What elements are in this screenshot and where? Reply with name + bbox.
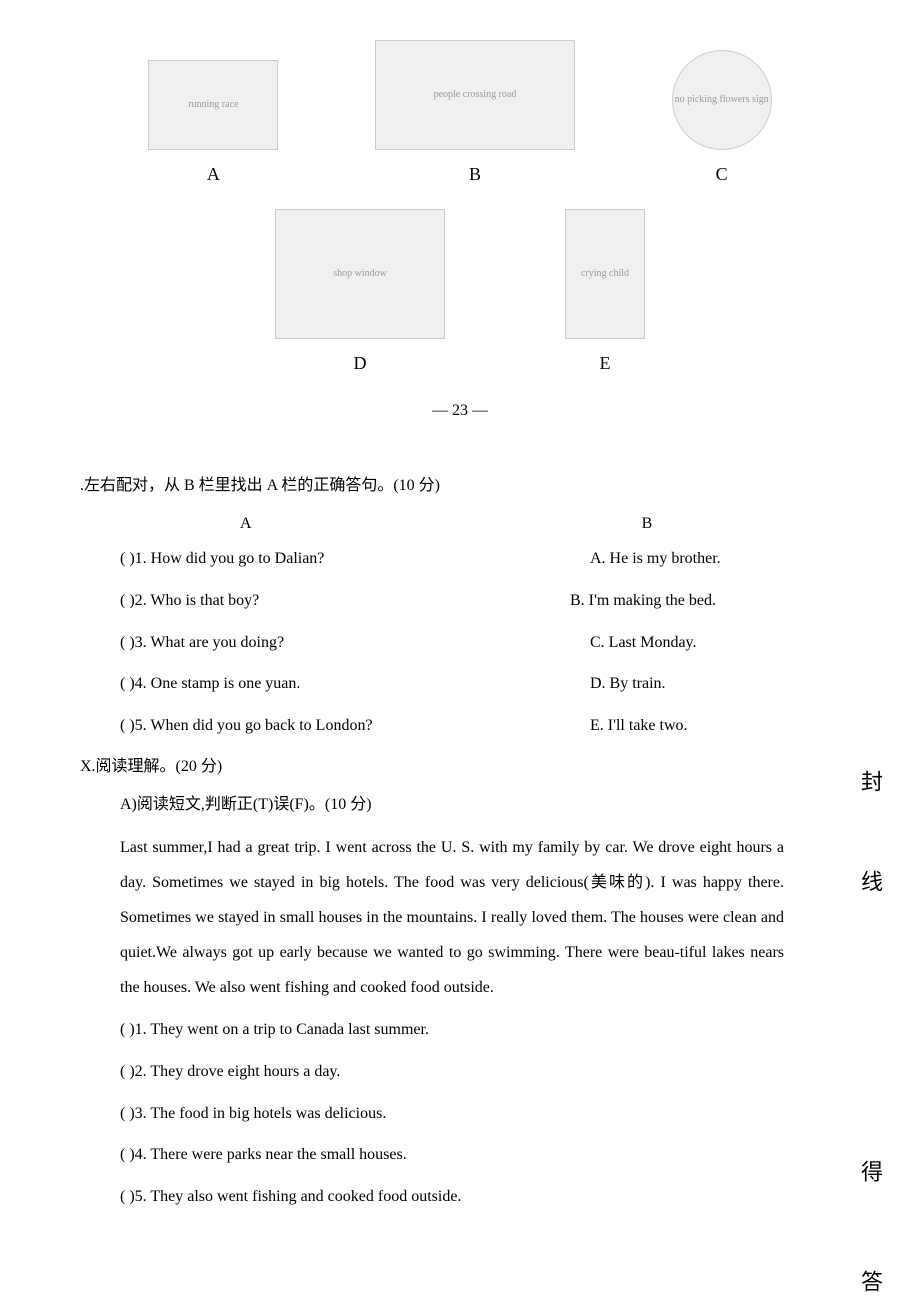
match-right-1: A. He is my brother. (530, 546, 840, 572)
image-c-label: C (716, 160, 728, 189)
image-e-box: crying child E (565, 209, 645, 378)
reading-sub-a: A)阅读短文,判断正(T)误(F)。(10 分) (80, 792, 840, 818)
column-headers: A B (80, 511, 840, 537)
image-e-label: E (600, 349, 611, 378)
image-d: shop window (275, 209, 445, 339)
column-b-header: B (642, 511, 653, 537)
match-left-4: ( )4. One stamp is one yuan. (80, 671, 530, 697)
image-row-2: shop window D crying child E (80, 209, 840, 378)
image-e: crying child (565, 209, 645, 339)
image-row-1: running race A people crossing road B no… (80, 40, 840, 189)
match-right-5: E. I'll take two. (530, 713, 840, 739)
page-number: — 23 — (80, 398, 840, 424)
passage-text: Last summer,I had a great trip. I went a… (120, 839, 784, 997)
image-d-label: D (354, 349, 367, 378)
tf-item-5: ( )5. They also went fishing and cooked … (120, 1184, 840, 1210)
column-a-header: A (240, 511, 252, 537)
side-char-2: 线 (853, 870, 888, 892)
match-left-5: ( )5. When did you go back to London? (80, 713, 530, 739)
tf-item-2: ( )2. They drove eight hours a day. (120, 1059, 840, 1085)
match-row: ( )5. When did you go back to London? E.… (80, 713, 840, 739)
tf-item-3: ( )3. The food in big hotels was delicio… (120, 1101, 840, 1127)
image-d-box: shop window D (275, 209, 445, 378)
image-b: people crossing road (375, 40, 575, 150)
match-section-title: .左右配对，从 B 栏里找出 A 栏的正确答句。(10 分) (80, 473, 840, 499)
side-char-1: 封 (853, 770, 888, 792)
match-row: ( )1. How did you go to Dalian? A. He is… (80, 546, 840, 572)
match-left-2: ( )2. Who is that boy? (80, 588, 530, 614)
reading-section-title: X.阅读理解。(20 分) (80, 754, 840, 780)
match-left-1: ( )1. How did you go to Dalian? (80, 546, 530, 572)
image-c-box: no picking flowers sign C (672, 50, 772, 189)
match-right-3: C. Last Monday. (530, 630, 840, 656)
image-b-box: people crossing road B (375, 40, 575, 189)
match-right-4: D. By train. (530, 671, 840, 697)
match-row: ( )4. One stamp is one yuan. D. By train… (80, 671, 840, 697)
image-a-box: running race A (148, 60, 278, 189)
image-a: running race (148, 60, 278, 150)
side-char-3: 得 (853, 1160, 888, 1182)
match-row: ( )2. Who is that boy? B. I'm making the… (80, 588, 840, 614)
match-right-2: B. I'm making the bed. (530, 588, 840, 614)
side-char-4: 答 (853, 1270, 888, 1292)
image-b-label: B (469, 160, 481, 189)
tf-item-1: ( )1. They went on a trip to Canada last… (120, 1017, 840, 1043)
tf-item-4: ( )4. There were parks near the small ho… (120, 1142, 840, 1168)
match-row: ( )3. What are you doing? C. Last Monday… (80, 630, 840, 656)
reading-passage: Last summer,I had a great trip. I went a… (80, 830, 840, 1006)
image-c: no picking flowers sign (672, 50, 772, 150)
tf-list: ( )1. They went on a trip to Canada last… (80, 1017, 840, 1209)
image-a-label: A (207, 160, 220, 189)
match-left-3: ( )3. What are you doing? (80, 630, 530, 656)
